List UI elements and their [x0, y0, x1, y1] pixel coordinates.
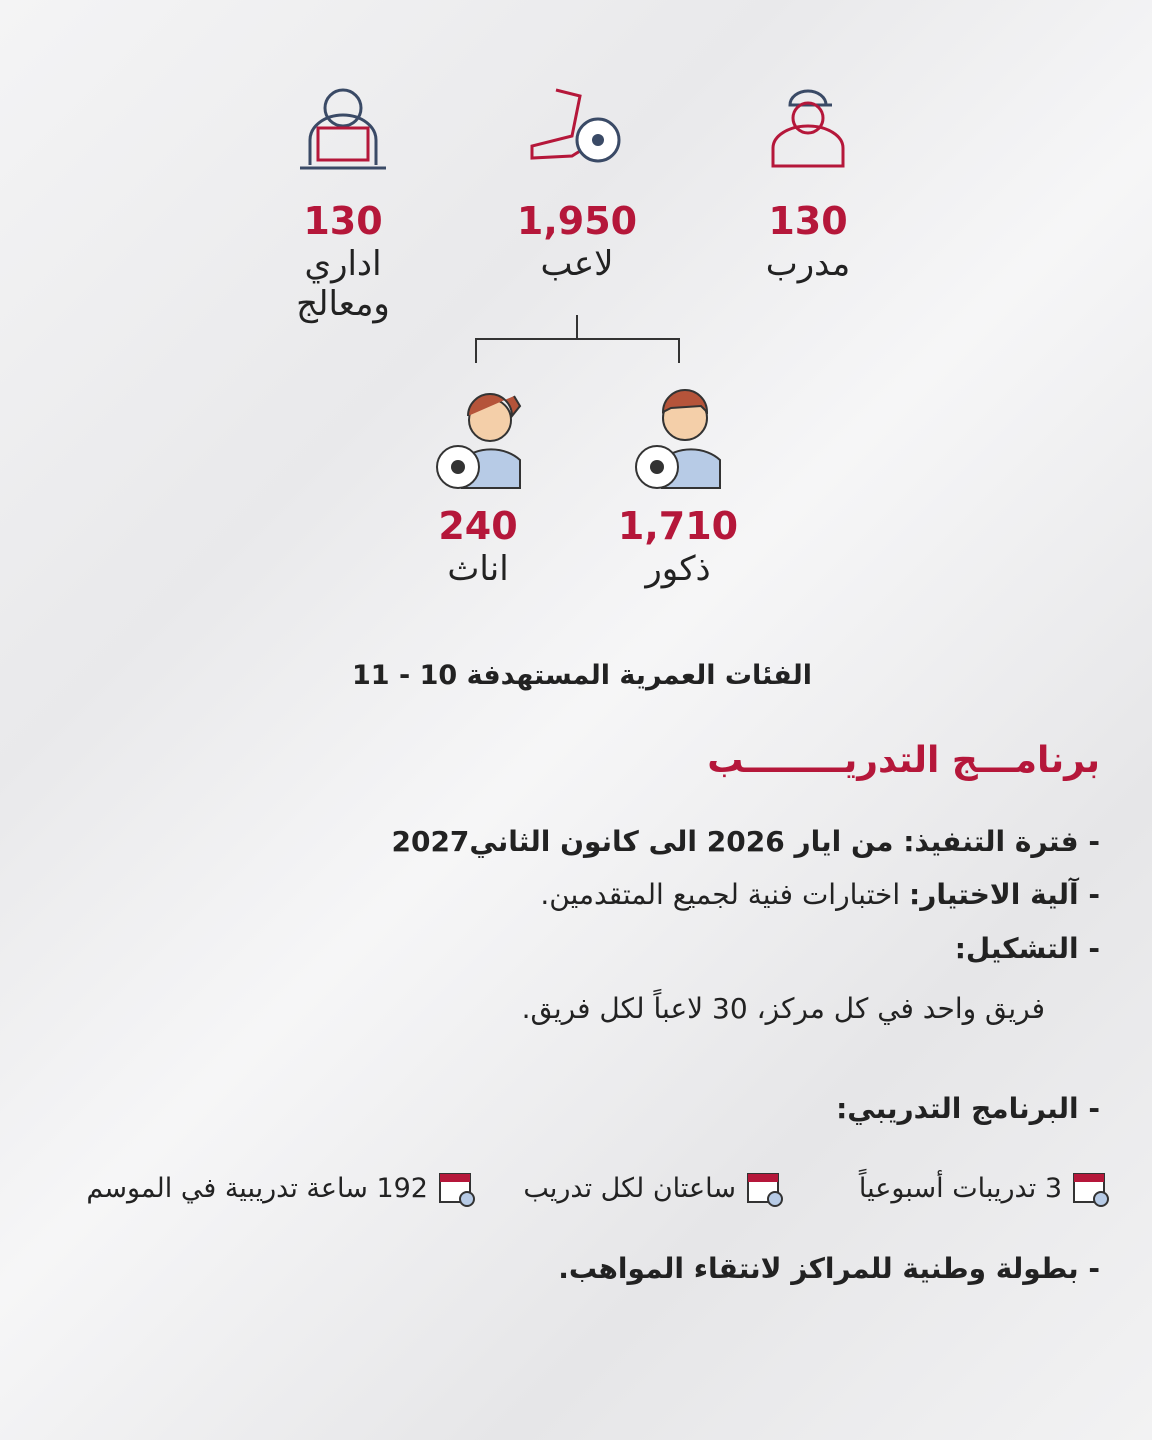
connector — [475, 338, 477, 363]
schedule-text: 192 ساعة تدريبية في الموسم — [86, 1172, 428, 1204]
player-stat: 240 اناث — [368, 503, 588, 589]
player-stat: 1,710 ذكور — [568, 503, 788, 589]
connector — [475, 338, 680, 340]
stat-value: 130 — [768, 199, 848, 243]
schedule-item: 3 تدريبات أسبوعياً — [859, 1168, 1110, 1208]
stat: 1,950 لاعب — [467, 198, 687, 284]
stat-value: 240 — [438, 504, 518, 548]
boy-icon — [635, 389, 721, 489]
item-label: التشكيل: — [954, 932, 1079, 965]
coach-icon — [771, 89, 845, 168]
stat-label: ذكور — [645, 549, 711, 589]
stat-label: مدرب — [765, 244, 851, 284]
admin-icon — [300, 88, 386, 170]
item-text: من ايار 2026 الى كانون الثاني2027 — [391, 825, 894, 858]
icons — [300, 88, 845, 489]
stat-value: 130 — [303, 199, 383, 243]
calendar-icon — [439, 1173, 475, 1207]
item: التشكيل: — [955, 932, 1100, 965]
stat-label: لاعب — [540, 244, 614, 284]
stat-value: 1,950 — [516, 199, 638, 243]
schedule-item: 192 ساعة تدريبية في الموسم — [86, 1168, 476, 1208]
stat: 130 اداري ومعالج — [233, 198, 453, 324]
item-text: اختبارات فنية لجميع المتقدمين. — [540, 878, 901, 911]
connector — [576, 315, 578, 339]
item-detail: فريق واحد في كل مركز، 30 لاعباً لكل فريق… — [521, 992, 1045, 1025]
item: آلية الاختيار: اختبارات فنية لجميع المتق… — [540, 878, 1100, 911]
item: البرنامج التدريبي: — [836, 1092, 1100, 1125]
schedule-text: ساعتان لكل تدريب — [523, 1172, 736, 1204]
stat: 130 مدرب — [698, 198, 918, 284]
item-label: فترة التنفيذ: — [903, 825, 1079, 858]
calendar-icon — [1073, 1173, 1109, 1207]
item: بطولة وطنية للمراكز لانتقاء المواهب. — [558, 1252, 1100, 1285]
schedule-item: ساعتان لكل تدريب — [523, 1168, 784, 1208]
age-groups: الفئات العمرية المستهدفة 10 - 11 — [352, 660, 812, 691]
program-title: برنامـــج التدريــــــــب — [707, 740, 1100, 781]
schedule-text: 3 تدريبات أسبوعياً — [858, 1172, 1062, 1204]
calendar-icon — [747, 1173, 783, 1207]
item-label: آلية الاختيار: — [909, 878, 1079, 911]
item-label: بطولة وطنية للمراكز لانتقاء المواهب. — [558, 1252, 1079, 1285]
connector — [678, 338, 680, 363]
item: فترة التنفيذ: من ايار 2026 الى كانون الث… — [391, 825, 1100, 858]
girl-icon — [436, 393, 522, 489]
stat-label: اداري ومعالج — [296, 244, 390, 324]
stat-value: 1,710 — [617, 504, 739, 548]
boot-ball-icon — [530, 88, 621, 163]
stat-label: اناث — [447, 549, 509, 589]
item-label: البرنامج التدريبي: — [836, 1092, 1079, 1125]
